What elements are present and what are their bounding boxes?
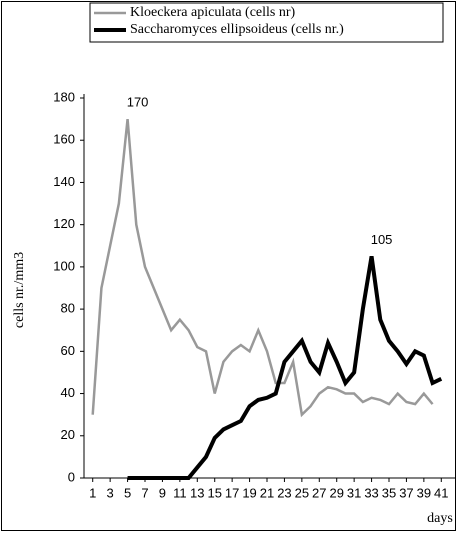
y-tick-label: 20 (61, 427, 75, 442)
x-tick-label: 41 (434, 485, 448, 500)
annotation: 105 (371, 232, 393, 247)
x-tick-label: 23 (277, 485, 291, 500)
x-tick-label: 5 (124, 485, 131, 500)
x-tick-label: 37 (399, 485, 413, 500)
x-tick-label: 31 (347, 485, 361, 500)
x-tick-label: 7 (141, 485, 148, 500)
y-tick-label: 40 (61, 385, 75, 400)
legend-box (89, 2, 444, 43)
x-tick-label: 21 (260, 485, 274, 500)
y-tick-label: 140 (53, 174, 75, 189)
y-tick-label: 80 (61, 301, 75, 316)
x-tick-label: 3 (107, 485, 114, 500)
x-tick-label: 1 (89, 485, 96, 500)
x-tick-label: 17 (225, 485, 239, 500)
x-tick-label: 39 (417, 485, 431, 500)
y-tick-label: 60 (61, 343, 75, 358)
y-tick-label: 120 (53, 216, 75, 231)
x-tick-label: 25 (295, 485, 309, 500)
y-tick-label: 0 (68, 469, 75, 484)
x-tick-label: 9 (159, 485, 166, 500)
x-tick-label: 27 (312, 485, 326, 500)
x-axis-label: days (427, 511, 453, 526)
x-tick-label: 13 (190, 485, 204, 500)
series-line (127, 256, 443, 480)
x-tick-label: 35 (382, 485, 396, 500)
x-tick-label: 29 (329, 485, 343, 500)
annotation: 170 (127, 95, 149, 110)
legend-label: Saccharomyces ellipsoideus (cells nr.) (130, 22, 344, 37)
series-line (91, 118, 434, 418)
y-axis-label: cells nr./mm3 (12, 252, 27, 328)
x-tick-label: 11 (173, 485, 187, 500)
x-tick-label: 33 (364, 485, 378, 500)
y-tick-label: 100 (53, 258, 75, 273)
legend-label: Kloeckera apiculata (cells nr) (130, 5, 296, 20)
x-tick-label: 19 (242, 485, 256, 500)
y-tick-label: 160 (53, 132, 75, 147)
y-tick-label: 180 (53, 89, 75, 104)
x-tick-label: 15 (207, 485, 221, 500)
